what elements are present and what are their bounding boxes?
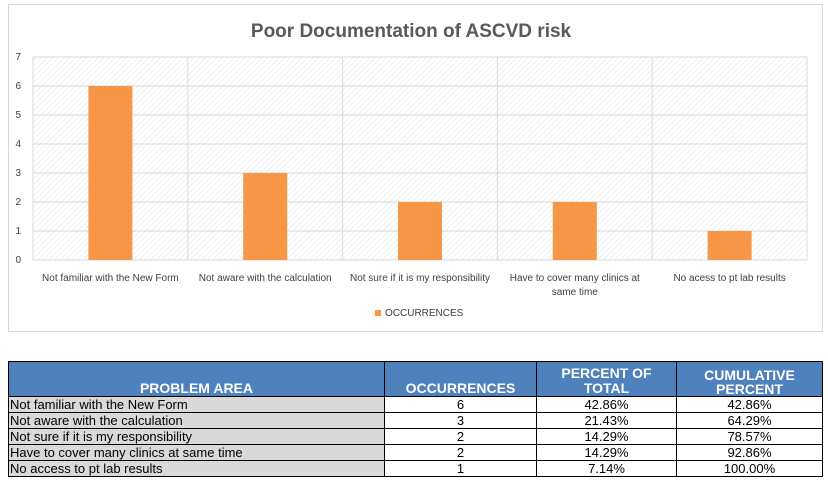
y-axis: 0 1 2 3 4 5 6 7 [15,52,21,266]
bar [707,231,752,260]
cell-percent: 21.43% [536,412,677,429]
cell-cumulative: 78.57% [676,428,823,445]
cell-percent: 7.14% [536,460,677,477]
bar [88,86,133,260]
cell-problem: Not familiar with the New Form [8,396,385,413]
cell-occurrences: 3 [384,412,537,429]
cell-problem: Have to cover many clinics at same time [8,444,385,461]
table-row: No access to pt lab results 1 7.14% 100.… [8,460,823,477]
legend: OCCURRENCES [375,308,464,319]
cell-occurrences: 1 [384,460,537,477]
cell-occurrences: 6 [384,396,537,413]
table-row: Have to cover many clinics at same time … [8,444,823,461]
bar [243,173,288,260]
x-category-label: Have to cover many clinics at [510,273,640,284]
x-category-label: No acess to pt lab results [673,273,785,284]
cell-problem: Not aware with the calculation [8,412,385,429]
chart-frame: Poor Documentation of ASCVD risk 0 1 2 3 4 5 6… [8,4,823,332]
header-cumulative-percent: CUMULATIVE PERCENT [676,361,823,397]
cell-problem: No access to pt lab results [8,460,385,477]
cell-percent: 42.86% [536,396,677,413]
cell-cumulative: 100.00% [676,460,823,477]
cell-occurrences: 2 [384,428,537,445]
header-problem-area: PROBLEM AREA [8,361,385,397]
y-tick-label: 5 [15,110,21,121]
legend-label: OCCURRENCES [385,308,464,319]
y-tick-label: 3 [15,168,21,179]
y-tick-label: 4 [15,139,21,150]
bar-chart: Poor Documentation of ASCVD risk 0 1 2 3 4 5 6… [15,21,808,319]
table-header-row: PROBLEM AREA OCCURRENCES PERCENT OF TOTA… [8,361,823,397]
header-percent-of-total: PERCENT OF TOTAL [536,361,677,397]
cell-percent: 14.29% [536,428,677,445]
bar [398,202,442,260]
x-category-label: same time [552,287,599,298]
x-category-label: Not sure if it is my responsibility [350,273,490,284]
x-category-label: Not familiar with the New Form [42,273,179,284]
x-category-label: Not aware with the calculation [199,273,332,284]
table-row: Not sure if it is my responsibility 2 14… [8,428,823,445]
cell-cumulative: 64.29% [676,412,823,429]
cell-problem: Not sure if it is my responsibility [8,428,385,445]
cell-occurrences: 2 [384,444,537,461]
y-tick-label: 0 [15,255,21,266]
bar [552,202,597,260]
legend-swatch [375,310,381,316]
chart-title: Poor Documentation of ASCVD risk [251,21,572,42]
y-tick-label: 1 [15,226,21,237]
table-row: Not aware with the calculation 3 21.43% … [8,412,823,429]
y-tick-label: 6 [15,81,21,92]
y-tick-label: 2 [15,197,21,208]
table-row: Not familiar with the New Form 6 42.86% … [8,396,823,413]
data-table: PROBLEM AREA OCCURRENCES PERCENT OF TOTA… [8,361,823,477]
cell-percent: 14.29% [536,444,677,461]
header-occurrences: OCCURRENCES [384,361,537,397]
cell-cumulative: 92.86% [676,444,823,461]
x-axis: Not familiar with the New Form Not aware … [42,273,786,298]
y-tick-label: 7 [15,52,21,63]
bar-layer [88,86,752,260]
cell-cumulative: 42.86% [676,396,823,413]
